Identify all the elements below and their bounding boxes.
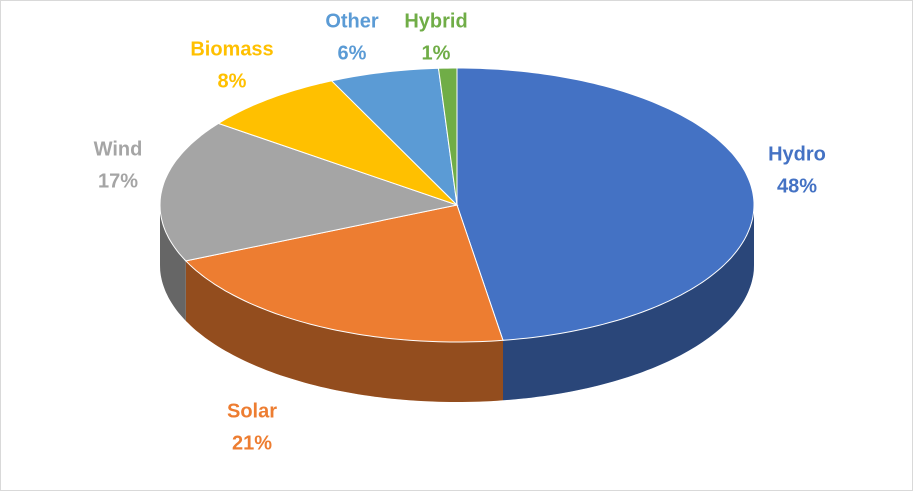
data-label-value: 8% [218, 70, 247, 92]
data-label-name: Solar [227, 400, 277, 422]
pie-slice [217, 80, 458, 206]
pie-slice [330, 67, 458, 207]
data-label-value: 48% [777, 175, 817, 197]
pie-slice [456, 67, 755, 341]
data-label-value: 1% [422, 42, 451, 64]
data-label-name: Hybrid [404, 10, 467, 32]
pie-side [185, 260, 504, 402]
data-label-name: Wind [94, 138, 143, 160]
pie-side-shade [503, 205, 754, 401]
pie-side [503, 205, 754, 401]
data-label-name: Hydro [768, 143, 826, 165]
pie-side-shade [185, 260, 504, 402]
data-label-value: 6% [338, 42, 367, 64]
data-label-value: 21% [232, 432, 272, 454]
data-label-value: 17% [98, 170, 138, 192]
pie-slice [437, 67, 458, 206]
data-label-name: Biomass [190, 38, 273, 60]
pie-slice [159, 122, 459, 262]
pie-slice [184, 204, 504, 343]
data-label-name: Other [325, 10, 379, 32]
